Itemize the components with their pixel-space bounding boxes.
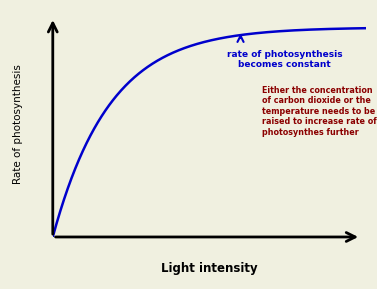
Text: Either the concentration
of carbon dioxide or the
temperature needs to be
raised: Either the concentration of carbon dioxi… [262, 86, 377, 136]
Text: Rate of photosynthesis: Rate of photosynthesis [13, 64, 23, 184]
Text: rate of photosynthesis
becomes constant: rate of photosynthesis becomes constant [227, 50, 342, 69]
Text: Light intensity: Light intensity [161, 262, 257, 275]
